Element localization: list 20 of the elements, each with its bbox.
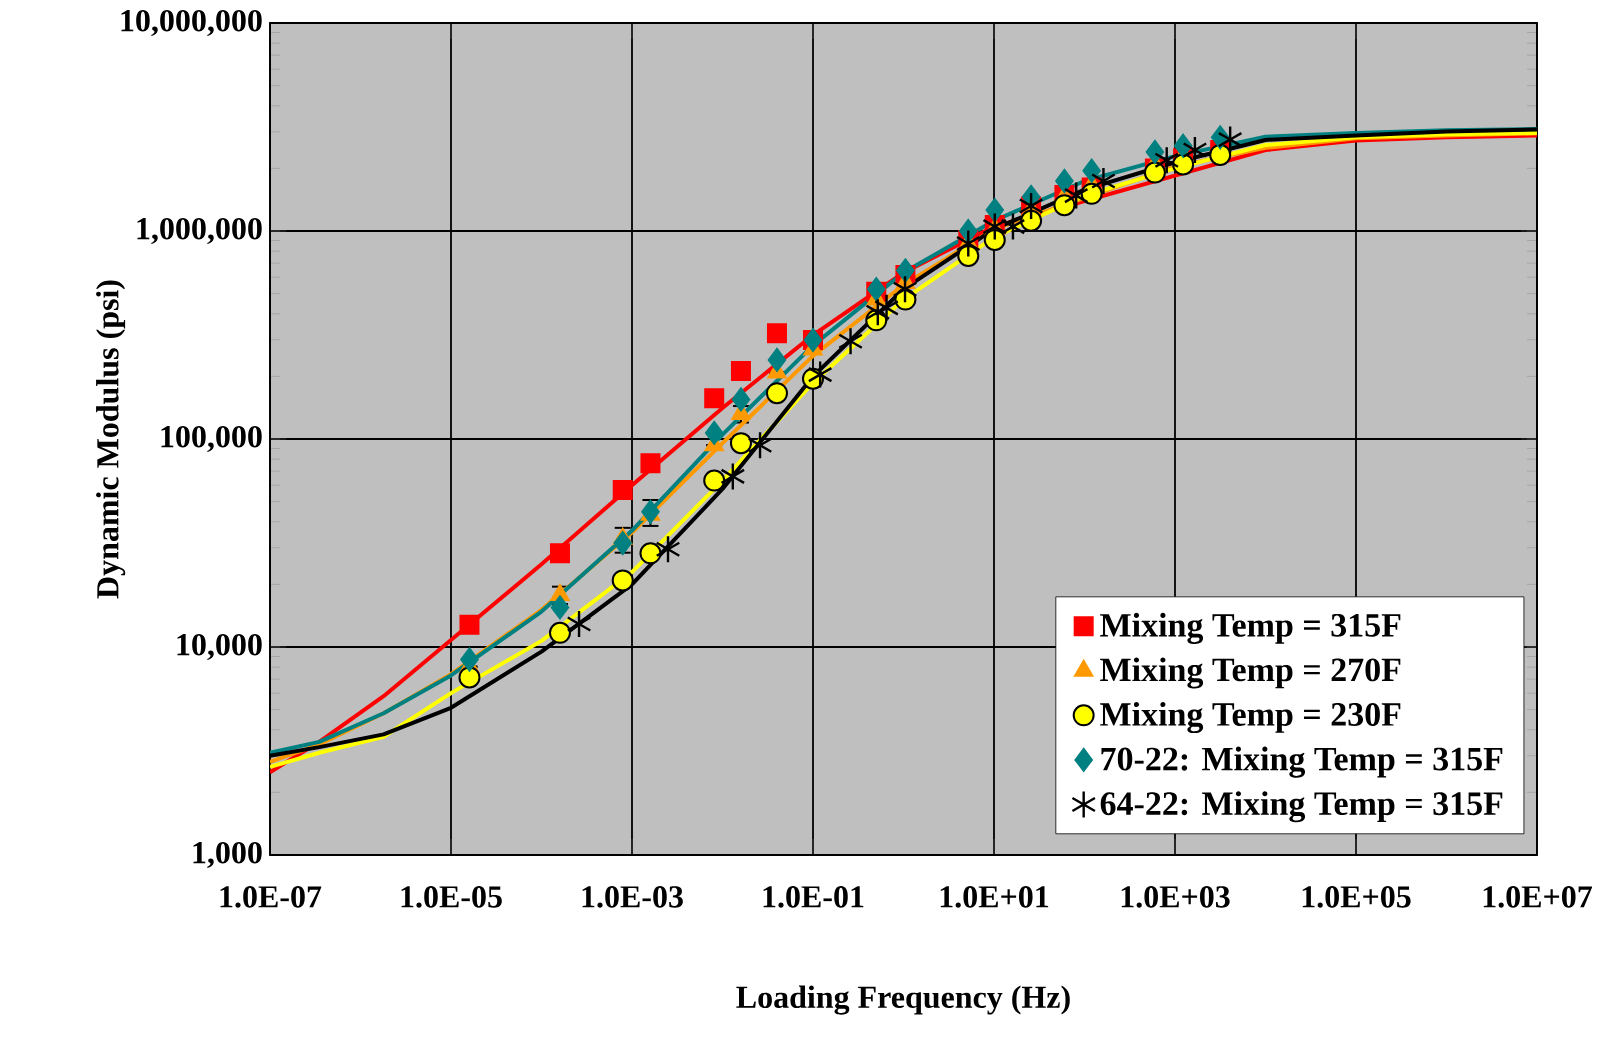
x-tick-label: 1.0E+03	[1121, 886, 1230, 908]
x-tick-label: 1.0E+05	[1302, 886, 1411, 908]
y-axis-title: Dynamic Modulus (psi)	[96, 280, 126, 599]
y-tick-label: 100,000	[161, 425, 262, 453]
x-tick-label: 1.0E+01	[940, 886, 1049, 908]
legend-label: Mixing Temp = 315F	[1100, 612, 1401, 644]
x-axis-title: Loading Frequency (Hz)	[736, 985, 1070, 1015]
y-tick-label: 1,000	[193, 841, 262, 869]
legend-label: Mixing Temp = 270F	[1100, 657, 1401, 689]
x-tick-label: 1.0E+07	[1483, 886, 1592, 908]
y-tick-label: 1,000,000	[137, 217, 262, 245]
y-tick-label: 10,000	[177, 633, 262, 661]
legend-label: 64-22: Mixing Temp = 315F	[1100, 791, 1503, 823]
x-tick-label: 1.0E-07	[220, 886, 322, 908]
y-tick-label: 10,000,000	[121, 9, 262, 37]
legend-label: 70-22: Mixing Temp = 315F	[1101, 746, 1503, 778]
x-tick-label: 1.0E-05	[401, 886, 502, 908]
x-tick-label: 1.0E-03	[582, 886, 683, 908]
x-tick-label: 1.0E-01	[763, 886, 864, 908]
legend-label: Mixing Temp = 230F	[1100, 702, 1401, 734]
